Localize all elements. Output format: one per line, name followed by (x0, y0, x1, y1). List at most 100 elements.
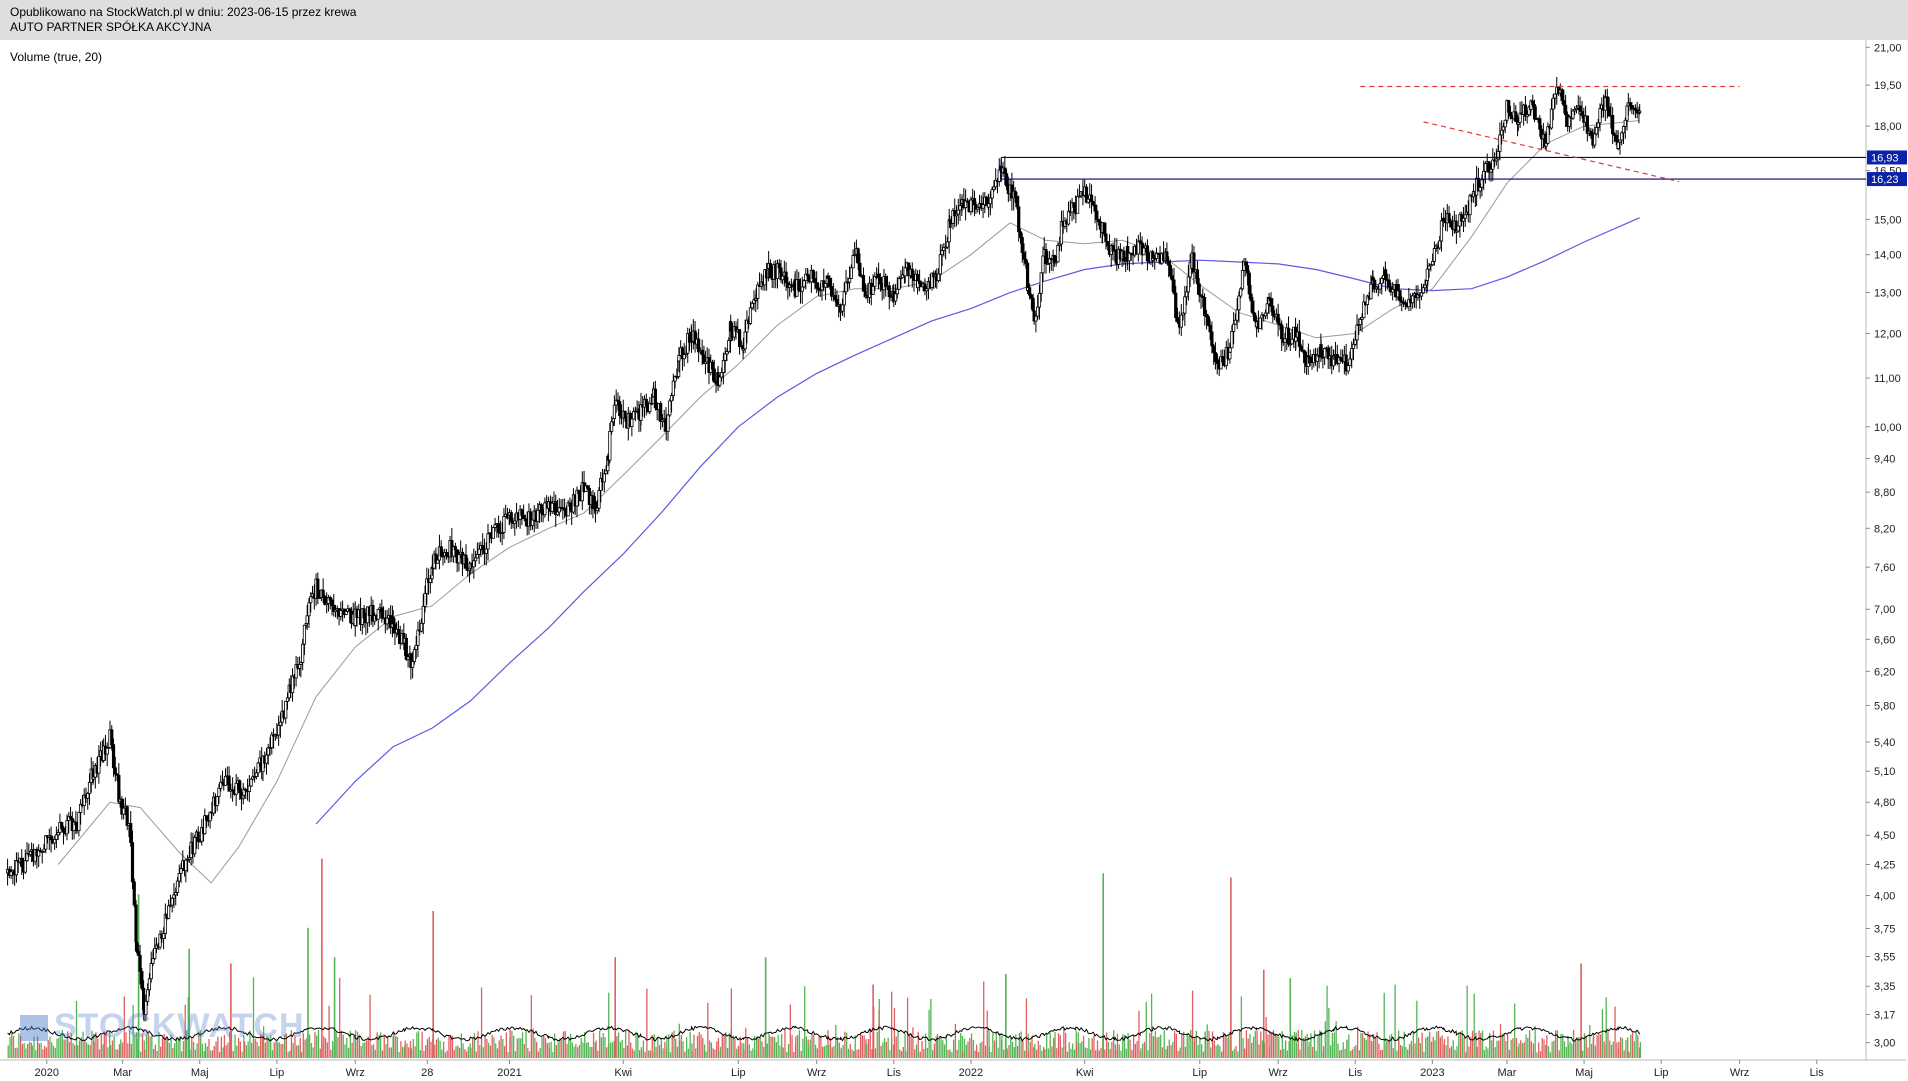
candle-body (994, 179, 998, 188)
volume-bar (141, 1033, 144, 1058)
price-tick-label: 6,60 (1874, 634, 1895, 646)
candle-body (1106, 241, 1110, 247)
volume-bar (419, 1050, 422, 1058)
volume-bar (897, 1030, 899, 1058)
volume-bar (995, 1031, 998, 1058)
candle-body (1358, 319, 1362, 325)
volume-bar (1638, 1047, 1641, 1058)
volume-bar (1556, 1030, 1559, 1058)
volume-bar (594, 1042, 596, 1058)
volume-bar (802, 1038, 804, 1058)
volume-bar (302, 1033, 304, 1058)
volume-bar (534, 1037, 536, 1058)
candle-body (198, 840, 202, 843)
volume-bar (1066, 1051, 1069, 1058)
volume-bar (655, 1046, 657, 1058)
candle-body (917, 280, 922, 284)
candle-body (1362, 301, 1366, 319)
volume-bar (640, 1049, 643, 1058)
volume-bar (827, 1030, 829, 1058)
volume-bar (387, 1035, 389, 1058)
volume-bar (1082, 1035, 1085, 1058)
volume-bar (1480, 1032, 1482, 1058)
candle-body (305, 615, 309, 624)
volume-bar (1623, 1050, 1625, 1058)
volume-bar (1120, 1050, 1122, 1058)
volume-bar (1478, 1030, 1480, 1058)
volume-bar (58, 1037, 60, 1058)
volume-bar (621, 1039, 623, 1058)
volume-bar (700, 1034, 702, 1058)
volume-bar (912, 1027, 914, 1058)
volume-bar (1237, 1051, 1239, 1058)
volume-bar (1003, 1049, 1005, 1058)
volume-bar (442, 1041, 445, 1058)
volume-bar (234, 1034, 236, 1058)
volume-bar (326, 1042, 328, 1058)
volume-bar (1217, 1044, 1219, 1058)
volume-spike-bar (1289, 978, 1292, 1058)
volume-bar (539, 1048, 541, 1058)
sma-short-line (57, 120, 1640, 884)
volume-bar (828, 1044, 830, 1058)
volume-bar (689, 1031, 691, 1058)
candle-body (522, 514, 526, 520)
volume-bar (831, 1047, 833, 1058)
candle-body (1496, 150, 1500, 160)
volume-bar (773, 1037, 776, 1058)
candle-body (261, 755, 265, 773)
candle-body (502, 516, 506, 533)
volume-bar (847, 1048, 850, 1058)
volume-bar (1468, 1046, 1470, 1058)
candle-body (421, 605, 425, 624)
candle-body (1532, 104, 1537, 120)
volume-bar (789, 1004, 791, 1058)
volume-bar (662, 1048, 664, 1058)
volume-bar (385, 1044, 387, 1058)
candle-body (1638, 110, 1642, 113)
volume-bar (1387, 1039, 1389, 1058)
volume-bar (1523, 1042, 1525, 1058)
volume-bar (1498, 1040, 1500, 1058)
volume-bar (707, 1002, 709, 1058)
volume-bar (335, 1032, 337, 1058)
volume-bar (1249, 1034, 1251, 1058)
volume-bar (895, 1036, 897, 1058)
volume-bar (201, 1043, 204, 1058)
volume-bar (1530, 1041, 1533, 1058)
volume-bar (80, 1037, 82, 1058)
volume-bar (1133, 1034, 1135, 1058)
candle-body (1271, 305, 1275, 316)
volume-bar (630, 1042, 632, 1058)
volume-bar (988, 1030, 990, 1058)
volume-bar (1560, 1033, 1562, 1058)
volume-bar (541, 1037, 543, 1058)
volume-bar (1152, 1036, 1155, 1058)
volume-bar (493, 1037, 495, 1058)
candle-body (666, 414, 670, 432)
candle-body (826, 275, 830, 279)
volume-bar (1436, 1031, 1438, 1058)
volume-bar (1528, 1030, 1531, 1058)
candle-body (1596, 122, 1600, 128)
volume-bar (763, 1046, 765, 1058)
candle-body (945, 241, 950, 248)
volume-bar (739, 1036, 741, 1058)
volume-bar (965, 1044, 967, 1058)
volume-bar (970, 1033, 973, 1058)
price-tick-label: 5,10 (1874, 766, 1895, 778)
volume-bar (421, 1031, 423, 1058)
candle-body (1323, 348, 1327, 358)
time-tick-label: Lis (1348, 1067, 1363, 1079)
volume-bar (74, 1045, 76, 1058)
candle-body (992, 186, 996, 191)
candle-body (1594, 126, 1599, 135)
volume-bar (1567, 1044, 1569, 1058)
candle-body (1154, 252, 1159, 259)
candle-body (1066, 210, 1071, 225)
volume-bar (1471, 1030, 1474, 1058)
volume-bar (502, 1038, 504, 1058)
volume-bar (1383, 992, 1385, 1058)
candle-body (554, 501, 558, 516)
